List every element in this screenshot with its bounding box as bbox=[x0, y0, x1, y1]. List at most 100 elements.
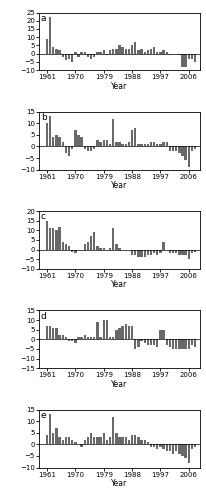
Bar bbox=[74, 52, 77, 54]
Bar bbox=[90, 433, 92, 444]
Bar bbox=[194, 250, 196, 252]
Bar bbox=[134, 128, 136, 146]
Bar bbox=[109, 248, 111, 250]
Bar bbox=[181, 250, 184, 256]
Bar bbox=[71, 54, 73, 62]
Bar bbox=[178, 444, 180, 454]
Bar bbox=[77, 338, 80, 340]
Bar bbox=[103, 140, 105, 146]
Bar bbox=[166, 52, 168, 54]
Bar bbox=[153, 142, 155, 146]
Bar bbox=[81, 338, 83, 340]
Bar bbox=[68, 54, 70, 59]
Bar bbox=[106, 440, 108, 444]
Bar bbox=[128, 326, 130, 340]
Bar bbox=[115, 330, 117, 340]
Bar bbox=[74, 340, 77, 343]
Bar bbox=[181, 54, 184, 67]
Bar bbox=[128, 142, 130, 146]
Bar bbox=[137, 250, 140, 258]
Bar bbox=[191, 340, 193, 345]
Bar bbox=[134, 250, 136, 256]
Bar bbox=[84, 146, 86, 149]
Bar bbox=[103, 433, 105, 444]
Bar bbox=[65, 438, 67, 444]
Bar bbox=[125, 438, 127, 444]
Bar bbox=[77, 135, 80, 146]
X-axis label: Year: Year bbox=[111, 181, 128, 190]
Bar bbox=[166, 340, 168, 345]
Bar bbox=[62, 142, 64, 146]
Bar bbox=[147, 144, 149, 146]
Bar bbox=[87, 338, 89, 340]
Bar bbox=[150, 250, 152, 256]
Bar bbox=[99, 438, 102, 444]
Bar bbox=[184, 146, 187, 160]
Bar bbox=[90, 338, 92, 340]
Bar bbox=[77, 54, 80, 57]
Bar bbox=[59, 137, 61, 146]
Bar bbox=[99, 52, 102, 54]
Bar bbox=[147, 250, 149, 256]
Bar bbox=[191, 146, 193, 151]
Bar bbox=[99, 248, 102, 250]
Bar bbox=[131, 435, 133, 444]
Bar bbox=[71, 146, 73, 149]
Bar bbox=[178, 146, 180, 154]
Bar bbox=[172, 444, 174, 454]
Bar bbox=[156, 444, 158, 449]
Bar bbox=[131, 130, 133, 146]
Bar bbox=[125, 144, 127, 146]
Bar bbox=[71, 340, 73, 341]
Bar bbox=[81, 137, 83, 146]
Bar bbox=[144, 144, 146, 146]
Bar bbox=[81, 444, 83, 446]
Bar bbox=[150, 340, 152, 345]
Bar bbox=[99, 338, 102, 340]
Bar bbox=[188, 444, 190, 463]
Bar bbox=[49, 228, 51, 250]
Bar bbox=[140, 144, 143, 146]
Bar bbox=[178, 340, 180, 349]
Bar bbox=[194, 340, 196, 347]
Bar bbox=[112, 416, 114, 444]
Bar bbox=[140, 340, 143, 341]
Bar bbox=[109, 144, 111, 146]
Bar bbox=[169, 250, 171, 254]
Bar bbox=[84, 52, 86, 54]
Bar bbox=[115, 142, 117, 146]
Bar bbox=[118, 438, 121, 444]
Bar bbox=[59, 50, 61, 53]
Bar bbox=[87, 438, 89, 444]
Bar bbox=[93, 438, 95, 444]
Bar bbox=[175, 250, 177, 254]
Bar bbox=[52, 228, 55, 250]
Bar bbox=[65, 54, 67, 60]
Bar bbox=[169, 444, 171, 452]
Bar bbox=[55, 49, 58, 54]
Bar bbox=[134, 42, 136, 54]
Bar bbox=[122, 144, 124, 146]
Bar bbox=[191, 250, 193, 254]
Bar bbox=[147, 50, 149, 53]
Bar bbox=[156, 52, 158, 54]
Bar bbox=[84, 440, 86, 444]
Bar bbox=[137, 438, 140, 444]
Bar bbox=[93, 338, 95, 340]
Bar bbox=[194, 444, 196, 446]
Bar bbox=[175, 340, 177, 349]
Bar bbox=[49, 18, 51, 54]
Bar bbox=[147, 340, 149, 345]
Bar bbox=[52, 328, 55, 340]
Bar bbox=[87, 146, 89, 151]
Bar bbox=[150, 49, 152, 54]
Text: d: d bbox=[41, 312, 47, 320]
Bar bbox=[144, 440, 146, 444]
Bar bbox=[131, 326, 133, 340]
Bar bbox=[172, 250, 174, 254]
Bar bbox=[162, 142, 165, 146]
Bar bbox=[90, 146, 92, 151]
Bar bbox=[191, 444, 193, 449]
Bar bbox=[112, 228, 114, 250]
Bar bbox=[62, 54, 64, 57]
